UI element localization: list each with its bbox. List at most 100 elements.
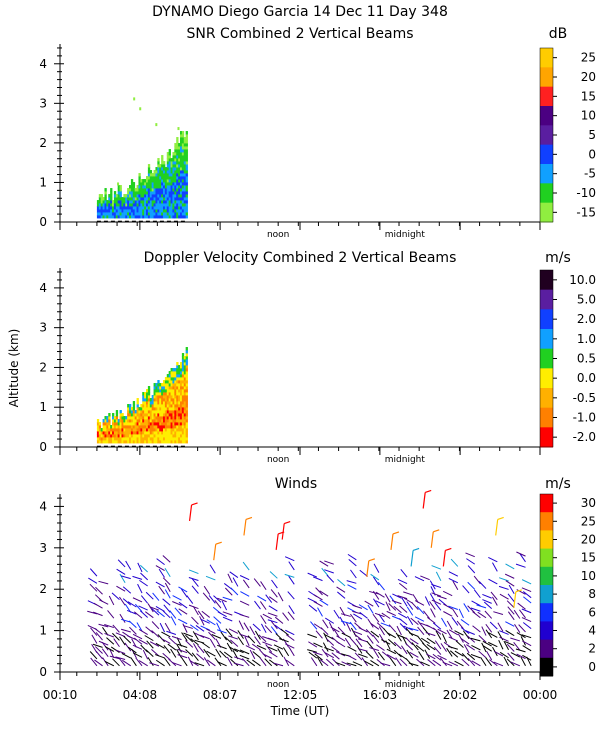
heat-cell: [178, 425, 181, 429]
heat-cell: [179, 164, 183, 168]
heat-cell: [106, 206, 109, 210]
heat-cell: [113, 215, 117, 219]
heat-cell: [181, 194, 185, 198]
heat-cell: [146, 212, 149, 216]
wind-barb: [435, 571, 442, 582]
wind-barb: [521, 617, 532, 623]
heat-cell: [164, 173, 168, 177]
heat-cell: [164, 398, 168, 402]
heat-cell: [157, 209, 160, 213]
wind-barb: [156, 558, 165, 566]
wind-barb: [489, 659, 498, 667]
heat-cell: [170, 200, 173, 204]
heat-cell: [106, 212, 109, 216]
heat-cell: [130, 428, 134, 432]
heat-cell: [130, 185, 134, 189]
heat-cell: [132, 191, 136, 195]
heat-cell: [134, 212, 137, 216]
heat-cell: [130, 206, 134, 210]
heat-cell: [112, 431, 115, 435]
wind-barb: [359, 569, 368, 577]
heat-cell: [168, 383, 171, 387]
wind-barb: [450, 558, 459, 567]
heat-cell: [183, 203, 187, 207]
heat-cell: [153, 422, 156, 426]
wind-barb: [249, 626, 256, 636]
heat-cell: [153, 389, 156, 393]
heat-cell: [181, 413, 185, 417]
wind-barb: [208, 631, 216, 640]
wind-barb: [112, 632, 120, 641]
heat-cell: [121, 203, 124, 207]
heat-cell: [176, 377, 179, 381]
wind-barb: [135, 657, 143, 667]
heat-cell: [155, 386, 158, 390]
wind-barb: [95, 586, 103, 595]
wind-barb: [521, 587, 532, 593]
wind-barb: [432, 659, 442, 667]
wind-barb: [262, 613, 272, 620]
heat-cell: [181, 410, 185, 414]
heat-cell: [161, 173, 164, 177]
wind-barb: [481, 642, 487, 653]
heat-cell: [157, 197, 160, 201]
heat-cell: [163, 419, 166, 423]
heat-cell: [181, 407, 185, 411]
heat-cell: [100, 209, 103, 213]
wind-barb: [182, 623, 188, 633]
wind-barb: [282, 612, 290, 621]
heat-cell: [127, 425, 130, 429]
wind-barb: [337, 578, 346, 587]
heat-cell: [104, 212, 107, 216]
wind-barb: [145, 591, 154, 600]
heat-cell: [174, 437, 177, 441]
heat-cell: [142, 413, 145, 417]
wind-barb: [171, 661, 182, 667]
heat-cell: [161, 434, 164, 438]
wind-barb: [454, 630, 464, 636]
wind-barb: [370, 630, 380, 638]
wind-barb: [181, 632, 188, 642]
heat-cell: [161, 389, 164, 393]
wind-barb: [268, 651, 278, 658]
wind-barb: [288, 605, 295, 615]
wind-barb: [507, 606, 515, 615]
heat-cell: [168, 398, 171, 402]
heat-cell: [181, 173, 185, 177]
wind-barb: [470, 607, 481, 612]
winds-unit: m/s: [545, 476, 571, 492]
wind-barb: [358, 627, 368, 633]
strong-wind-barb: [188, 504, 193, 521]
heat-cell: [153, 170, 156, 174]
heat-cell: [113, 212, 117, 216]
heat-cell: [164, 209, 168, 213]
wind-barb: [466, 652, 476, 661]
heat-cell: [166, 404, 170, 408]
heat-cell: [144, 404, 147, 408]
heat-cell: [147, 173, 151, 177]
heat-cell: [110, 191, 113, 195]
heat-cell: [121, 413, 124, 417]
heat-cell: [168, 377, 171, 381]
heat-cell: [136, 209, 139, 213]
heat-cell: [168, 188, 171, 192]
wind-barb: [376, 644, 385, 651]
heat-cell: [172, 371, 175, 375]
winds-title: Winds: [275, 476, 317, 492]
wind-barb: [194, 632, 205, 638]
heat-cell: [110, 212, 113, 216]
heat-cell: [142, 434, 145, 438]
heat-cell: [159, 428, 162, 432]
heat-cell: [166, 389, 170, 393]
heat-cell: [144, 398, 147, 402]
wind-barb: [422, 642, 430, 651]
wind-barb: [408, 632, 419, 637]
heat-cell: [183, 392, 187, 396]
heat-cell: [166, 206, 170, 210]
heat-cell: [183, 413, 187, 417]
heat-cell: [153, 182, 156, 186]
heat-cell: [181, 209, 185, 213]
heat-cell: [170, 437, 173, 441]
heat-cell: [138, 176, 141, 180]
heat-cell: [153, 410, 156, 414]
